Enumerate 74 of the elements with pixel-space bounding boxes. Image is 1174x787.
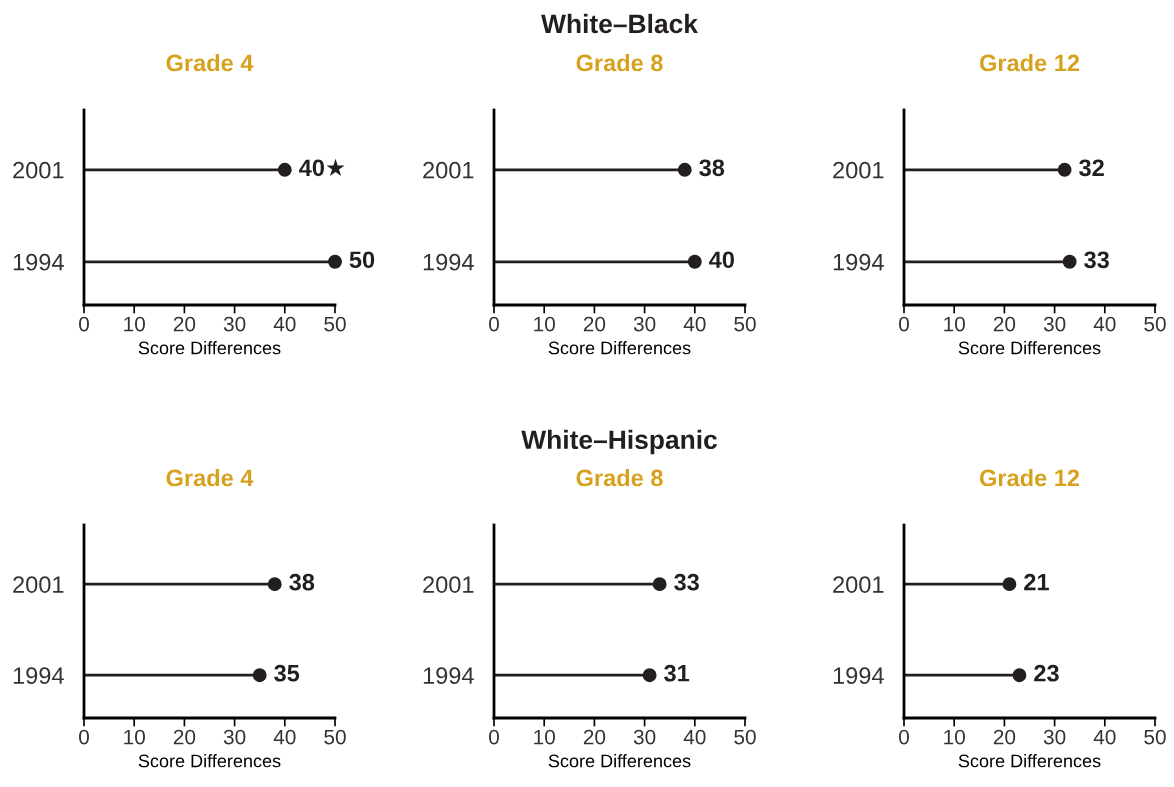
y-tick-label: 2001 [423,161,474,179]
x-axis-title: Score Differences [958,341,1101,355]
x-tick-label: 20 [583,316,606,332]
x-tick-label: 40 [273,729,296,745]
y-tick-label: 1994 [423,667,474,684]
x-tick-label: 50 [734,729,756,745]
data-label: 50 [349,251,375,269]
text: White–Black [541,13,698,34]
data-label: 33 [674,573,699,591]
x-axis-title: Score Differences [548,341,691,355]
y-tick-label: 1994 [833,667,884,684]
x-tick-label: 30 [1043,316,1066,332]
data-label: 33 [1084,251,1109,269]
y-tick-label: 2001 [423,576,474,593]
x-tick-label: 40 [273,316,296,332]
text: White–Hispanic [521,429,717,455]
x-tick-label: 10 [944,316,965,332]
x-tick-label: 50 [324,316,346,332]
x-tick-label: 0 [79,316,89,332]
data-label: 38 [699,159,725,177]
x-axis-title: Score Differences [138,341,281,355]
x-tick-label: 20 [583,729,606,745]
x-tick-label: 0 [899,316,909,332]
x-tick-label: 10 [944,729,965,745]
x-tick-label: 40 [683,729,706,745]
x-tick-label: 10 [124,729,145,745]
data-label: 40★ [299,158,345,177]
data-label: 32 [1079,159,1104,177]
x-tick-label: 30 [223,316,246,332]
x-tick-label: 40 [1093,729,1116,745]
x-tick-label: 20 [173,316,196,332]
x-tick-label: 20 [173,729,196,745]
x-tick-label: 20 [993,316,1016,332]
x-axis-title: Score Differences [548,754,691,768]
y-tick-label: 2001 [833,576,884,593]
y-tick-label: 1994 [13,253,64,271]
data-label: 21 [1024,573,1049,591]
x-tick-label: 30 [633,729,656,745]
chart-title: Grade 8 [576,54,663,72]
y-tick-label: 2001 [13,576,64,593]
y-tick-label: 1994 [833,253,884,271]
x-tick-label: 0 [489,729,499,745]
data-label: 23 [1034,664,1059,682]
x-tick-label: 20 [993,729,1016,745]
x-tick-label: 30 [633,316,656,332]
x-tick-label: 10 [534,316,555,332]
x-tick-label: 40 [1093,316,1116,332]
x-tick-label: 50 [1144,316,1166,332]
x-tick-label: 10 [124,316,145,332]
chart-title: Grade 8 [576,469,663,487]
data-label: 38 [289,573,315,591]
x-tick-label: 30 [1043,729,1066,745]
y-tick-label: 1994 [423,253,474,271]
data-label: 40 [709,251,734,269]
y-tick-label: 1994 [13,667,64,684]
x-tick-label: 40 [683,316,706,332]
x-axis-title: Score Differences [138,754,281,768]
data-label: 35 [274,664,300,682]
y-tick-label: 2001 [13,161,64,179]
data-label: 31 [664,664,690,682]
x-tick-label: 30 [223,729,246,745]
x-tick-label: 0 [899,729,909,745]
chart-title: Grade 4 [166,469,254,487]
x-axis-title: Score Differences [958,754,1101,768]
chart-title: Grade 12 [979,469,1080,487]
x-tick-label: 50 [324,729,346,745]
x-tick-label: 0 [79,729,89,745]
y-tick-label: 2001 [833,161,884,179]
x-tick-label: 0 [489,316,499,332]
chart-title: Grade 4 [166,54,254,72]
x-tick-label: 50 [734,316,756,332]
x-tick-label: 50 [1144,729,1166,745]
chart-title: Grade 12 [979,54,1080,72]
x-tick-label: 10 [534,729,555,745]
